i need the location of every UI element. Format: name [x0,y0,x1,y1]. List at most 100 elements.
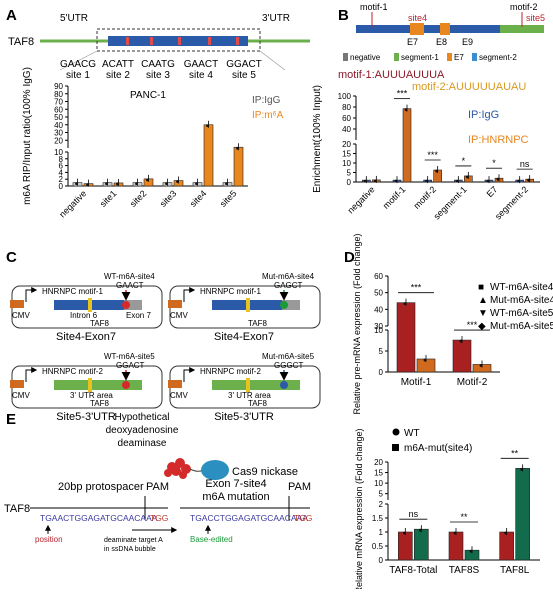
a-cell-line: PANC-1 [130,90,166,101]
e-point [504,531,508,535]
e-bar [414,528,429,561]
c-m6a-site [280,301,288,309]
b-motif2-tag: motif-2 [510,2,538,12]
c-insert-right [282,380,300,390]
a-site-seq-1: GAACG [60,59,96,70]
b-key-seg1: segment-1 [401,53,439,62]
c-cmv-label: CMV [170,311,188,320]
b-site5: site5 [526,13,545,23]
panel-label-e: E [6,411,16,428]
c-region-left: 3' UTR area [228,391,271,400]
c-cmv-promoter [168,380,182,388]
a-category-label: negative [57,188,88,219]
e-sig-label: ns [409,509,419,519]
c-motif-pin [88,378,92,392]
c-cmv-promoter [10,380,24,388]
enzyme-blob [164,458,191,479]
e-ytick-label: 5 [379,490,384,499]
d-category-label: Motif-2 [457,377,488,388]
e-ytick-label: 15 [374,469,383,478]
b-key-e7: E7 [454,53,464,62]
b-point [394,179,398,183]
a-ytick-label: 70 [54,98,63,107]
c-motif-label: HNRNPC motif-2 [42,367,103,376]
a-ytick-label: 50 [54,113,63,122]
a-point [176,180,179,183]
d-ytick-label: 0 [379,368,384,377]
a-category-label: site2 [128,188,149,209]
e-legend-mut-swatch [392,444,399,451]
b-motif1-tag: motif-1 [360,2,388,12]
c-construct-title: Site5-3'UTR [214,411,274,423]
panel-label-b: B [338,7,349,24]
a-site-label-5: site 5 [232,70,256,81]
e-enzyme-line1: Hypothetical [114,412,169,423]
e-ytick-label: 0.5 [372,542,384,551]
c-mark-seq: GGACT [116,361,145,370]
a-zoom-right [259,50,286,71]
b-category-label: E7 [485,184,500,199]
e-ytick-label: 1 [379,528,384,537]
c-promoter-arrow [183,367,196,382]
e-seq-mut: TGACCTGGAGATGCAACAAA [190,513,308,523]
c-m6a-site [280,381,288,389]
b-category-label: motif-2 [412,184,439,211]
e-pam-2: PAM [288,481,311,493]
b-point [517,179,521,183]
c-promoter-arrow [25,367,38,382]
e-point [418,528,422,532]
e-position: position [35,535,63,544]
e-cas9: Cas9 nickase [232,466,298,478]
a-site-seq-2: ACATT [102,59,134,70]
b-key-negative: negative [350,53,381,62]
c-region-right: Exon 7 [126,311,151,320]
panel-label-a: A [6,7,17,24]
a-legend-m6a: IP:m⁶A [252,110,284,121]
b-ytick-label: 60 [342,114,351,123]
d-legend-label: WT-m6A-site4 [490,282,553,293]
b-motif2-seq: motif-2:AUUUUUAUAU [412,81,526,93]
e-sig-label: ** [511,448,519,458]
c-construct-title: Site4-Exon7 [214,331,274,343]
b-gene-utr [500,25,544,33]
c-mark-label: Mut-m6A-site5 [262,352,315,361]
e-bar [499,531,514,561]
b-point [404,108,408,112]
c-mark-label: WT-m6A-site4 [104,272,155,281]
d-point [479,364,483,367]
b-key-neg-swatch [343,53,348,61]
e-sig-label: ** [460,512,468,522]
e-point [402,531,406,535]
d-bar [396,302,416,373]
a-ytick-label: 80 [54,90,63,99]
d-ytick-label: 10 [374,326,383,335]
b-point [496,177,500,181]
c-gene-label: TAF8 [248,319,268,328]
a-point [135,182,138,186]
a-site-label-3: site 3 [146,70,170,81]
b-key-seg2: segment-2 [479,53,517,62]
a-point [236,146,239,150]
d-category-label: Motif-1 [401,377,432,388]
a-ytick-label: 10 [54,148,63,157]
b-point [486,179,490,183]
a-site-mark-5 [236,37,239,45]
b-point [455,179,459,183]
a-zoom-left [59,50,98,71]
b-ytick-label: 15 [342,150,351,159]
a-ytick-label: 60 [54,105,63,114]
a-site-mark-3 [178,37,181,45]
a-point [116,182,119,186]
d-point [459,339,463,343]
e-bar [398,531,413,561]
a-site-label-2: site 2 [106,70,130,81]
c-cmv-promoter [10,300,24,308]
d-legend-label: Mut-m6A-site5 [490,321,553,332]
cas9-shape [201,460,229,480]
e-deaminate-1: deaminate target A [104,537,163,544]
a-point [146,178,149,182]
d-ytick-label: 50 [374,289,383,298]
